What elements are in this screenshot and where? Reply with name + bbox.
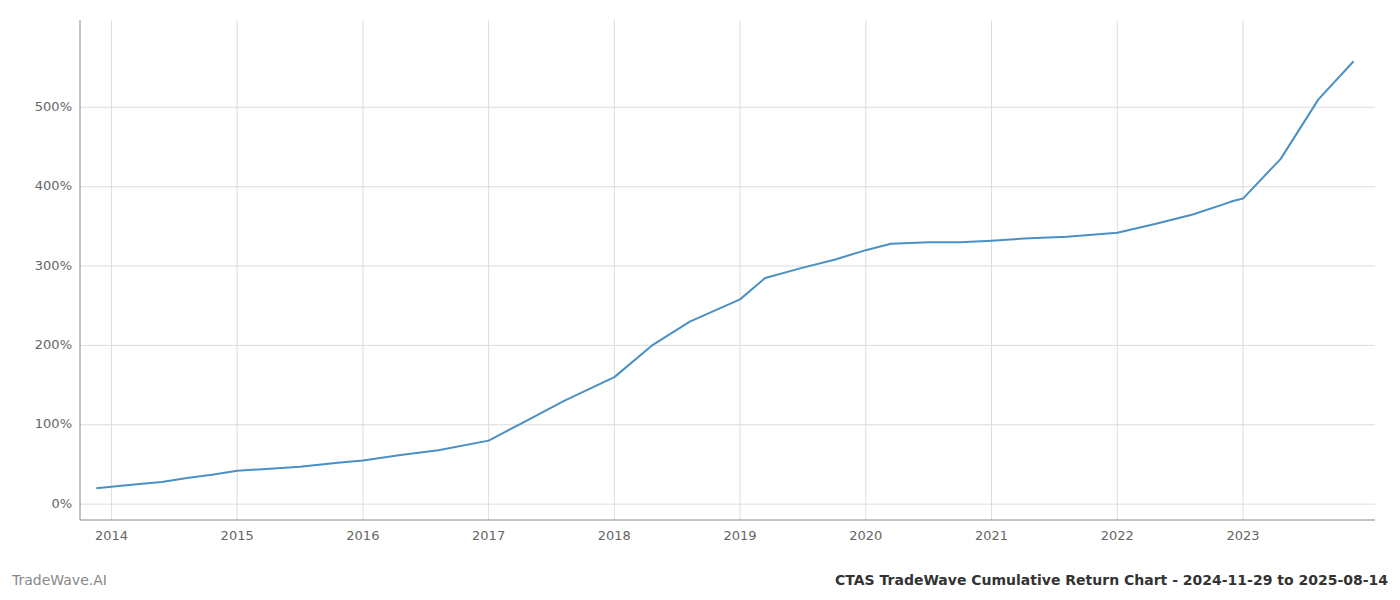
x-tick-label: 2015: [221, 528, 254, 543]
x-grid-line: [740, 20, 741, 520]
x-tick-label: 2014: [95, 528, 128, 543]
y-tick-label: 300%: [35, 258, 72, 273]
x-grid-line: [1242, 20, 1243, 520]
y-grid-line: [80, 266, 1375, 267]
series-line: [96, 61, 1353, 488]
y-tick-label: 100%: [35, 416, 72, 431]
x-grid-line: [362, 20, 363, 520]
y-tick-label: 500%: [35, 99, 72, 114]
watermark: TradeWave.AI: [11, 572, 107, 588]
x-tick-label: 2019: [724, 528, 757, 543]
x-grid-line: [1117, 20, 1118, 520]
x-tick-label: 2023: [1226, 528, 1259, 543]
y-grid-line: [80, 345, 1375, 346]
x-grid-line: [991, 20, 992, 520]
x-grid-line: [237, 20, 238, 520]
x-tick-label: 2022: [1101, 528, 1134, 543]
y-axis-line: [80, 20, 81, 520]
y-grid-line: [80, 424, 1375, 425]
x-tick-label: 2020: [849, 528, 882, 543]
x-grid-line: [865, 20, 866, 520]
y-tick-label: 400%: [35, 178, 72, 193]
data: [96, 61, 1353, 488]
x-axis-line: [80, 520, 1375, 521]
y-grid-line: [80, 504, 1375, 505]
x-tick-label: 2017: [472, 528, 505, 543]
grid: [80, 20, 1375, 520]
x-grid-line: [111, 20, 112, 520]
x-grid-line: [614, 20, 615, 520]
title: CTAS TradeWave Cumulative Return Chart -…: [835, 572, 1388, 588]
x-tick-label: 2018: [598, 528, 631, 543]
chart: 0% 100% 200% 300% 400% 500% 2014 2015 2016 2017 20…: [0, 0, 1400, 600]
y-tick-label: 0%: [51, 496, 72, 511]
y-tick-label: 200%: [35, 337, 72, 352]
y-grid-line: [80, 107, 1375, 108]
x-tick-label: 2021: [975, 528, 1008, 543]
x-tick-label: 2016: [346, 528, 379, 543]
tick-labels: 0% 100% 200% 300% 400% 500% 2014 2015 2016 2017 20…: [35, 99, 1260, 543]
x-grid-line: [488, 20, 489, 520]
y-grid-line: [80, 186, 1375, 187]
